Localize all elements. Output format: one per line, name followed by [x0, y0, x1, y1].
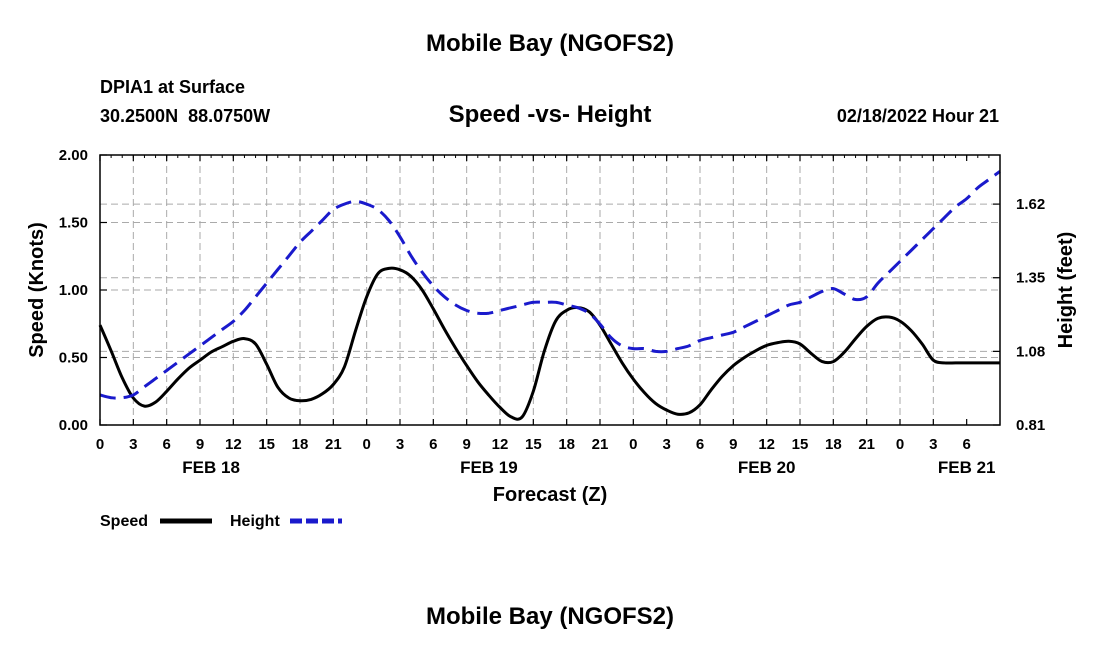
y-axis-label-right: Height (feet): [1055, 232, 1077, 349]
plot-frame: [99, 154, 1001, 426]
x-tick-label: 15: [258, 436, 275, 453]
y-axis-label-left: Speed (Knots): [26, 222, 48, 358]
x-tick-label: 3: [929, 436, 937, 453]
x-tick-label: 0: [896, 436, 904, 453]
x-tick-label: 12: [758, 436, 775, 453]
x-tick-label: 21: [592, 436, 609, 453]
series-line-height: [99, 170, 1001, 400]
y-tick-label-left: 0.50: [59, 350, 88, 367]
y-tick-label-right: 1.35: [1016, 270, 1045, 287]
series-group: [98, 170, 1001, 421]
y-tick-label-left: 1.00: [59, 282, 88, 299]
y-tick-label-left: 1.50: [59, 215, 88, 232]
y-tick-label-left: 2.00: [59, 147, 88, 164]
speed-height-chart: 0 3 6 9 12 15 18 21 0 3 6 9 12 15 18 21 0 3 6 9 12 15 18 21 0 3 6F…: [26, 147, 1077, 530]
timestamp-label: 02/18/2022 Hour 21: [836, 106, 999, 126]
x-tick-label: 0: [362, 436, 370, 453]
legend: Speed Height: [100, 513, 342, 530]
x-tick-label: 12: [225, 436, 242, 453]
date-label: FEB 18: [182, 458, 240, 477]
y-axis-ticks: 0.00 0.50 1.00 1.50 2.00 0.81 1.08 1.35 1.62: [59, 147, 1045, 434]
x-tick-label: 9: [729, 436, 737, 453]
x-tick-label: 15: [525, 436, 542, 453]
x-tick-label: 18: [825, 436, 842, 453]
x-tick-label: 6: [962, 436, 970, 453]
x-tick-label: 6: [429, 436, 437, 453]
x-tick-label: 3: [396, 436, 404, 453]
y-tick-label-right: 1.62: [1016, 196, 1045, 213]
date-label: FEB 19: [460, 458, 518, 477]
grid-lines: [100, 154, 1000, 426]
x-tick-label: 12: [492, 436, 509, 453]
x-tick-label: 0: [629, 436, 637, 453]
x-tick-label: 18: [558, 436, 575, 453]
x-tick-label: 9: [462, 436, 470, 453]
date-label: FEB 20: [738, 458, 796, 477]
x-tick-label: 21: [325, 436, 342, 453]
station-label: DPIA1 at Surface: [100, 77, 246, 97]
series-line-speed: [98, 266, 1000, 421]
x-tick-label: 15: [792, 436, 809, 453]
footer-title: Mobile Bay (NGOFS2): [425, 603, 675, 630]
x-axis-label: Forecast (Z): [493, 484, 607, 506]
legend-label-speed: Speed: [100, 513, 148, 530]
x-tick-label: 18: [292, 436, 309, 453]
y-tick-label-left: 0.00: [59, 417, 88, 434]
legend-label-height: Height: [230, 513, 280, 530]
x-axis-ticks: 0 3 6 9 12 15 18 21 0 3 6 9 12 15 18 21 0 3 6 9 12 15 18 21 0 3 6F…: [96, 155, 1001, 477]
x-tick-label: 0: [96, 436, 104, 453]
x-tick-label: 9: [196, 436, 204, 453]
x-tick-label: 3: [129, 436, 137, 453]
x-tick-label: 6: [696, 436, 704, 453]
date-label: FEB 21: [938, 458, 996, 477]
page-title: Mobile Bay (NGOFS2): [425, 30, 675, 57]
y-tick-label-right: 1.08: [1016, 343, 1045, 360]
x-tick-label: 6: [162, 436, 170, 453]
x-tick-label: 3: [662, 436, 670, 453]
x-tick-label: 21: [858, 436, 875, 453]
chart-title: Speed -vs- Height: [448, 101, 652, 128]
coordinates-label: 30.2500N 88.0750W: [100, 106, 271, 126]
y-tick-label-right: 0.81: [1016, 417, 1045, 434]
